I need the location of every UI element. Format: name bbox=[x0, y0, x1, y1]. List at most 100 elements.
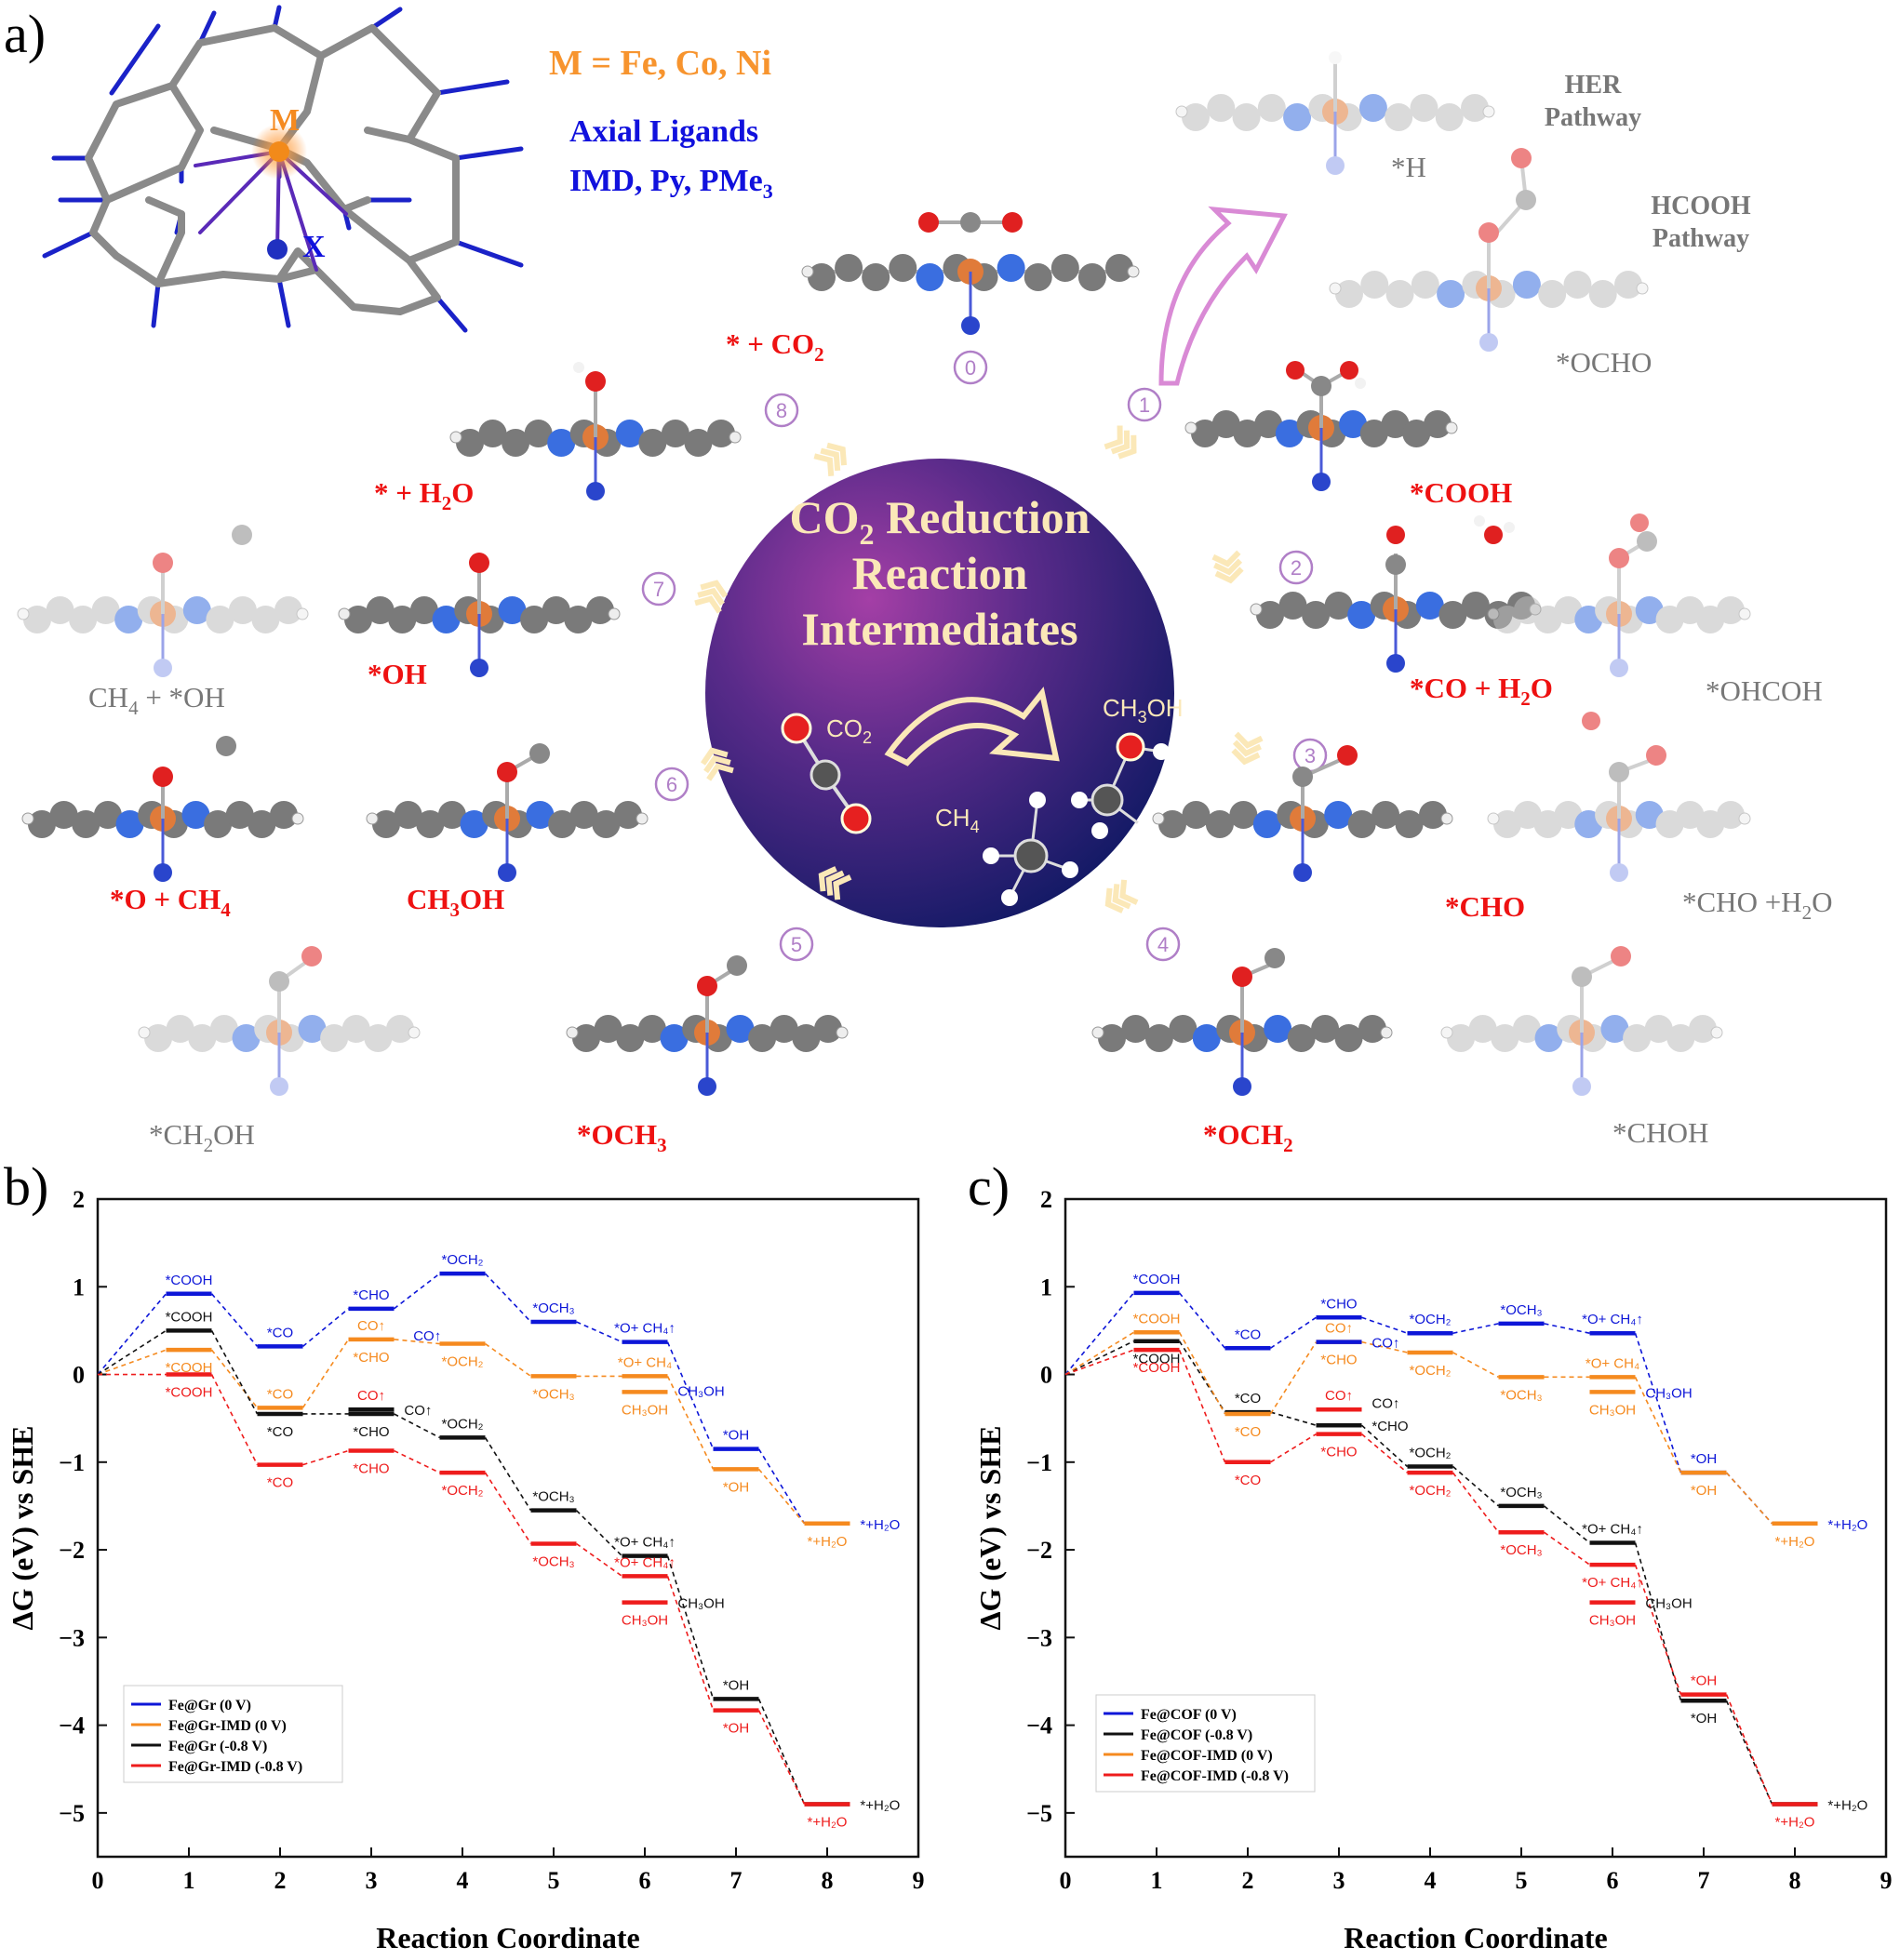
connector-2 bbox=[1178, 1331, 1226, 1415]
molecule-sketch bbox=[1152, 745, 1453, 882]
step-circle-6 bbox=[654, 767, 689, 802]
annotation-28: *OH bbox=[1691, 1711, 1717, 1727]
step-circle-1 bbox=[1127, 387, 1162, 422]
label-co2: * + CO2 bbox=[726, 327, 824, 366]
label-o-ch4: *O + CH4 bbox=[110, 883, 231, 921]
annotation-37: CH₃OH bbox=[1589, 1613, 1636, 1629]
y-axis-label: ΔG (eV) vs SHE bbox=[973, 1425, 1007, 1630]
annotation-9: *+H₂O bbox=[1827, 1517, 1867, 1533]
annotation-28: *OH bbox=[723, 1677, 749, 1693]
connector-2 bbox=[1178, 1292, 1226, 1349]
connector-2 bbox=[210, 1374, 259, 1465]
connector-7 bbox=[666, 1376, 715, 1470]
connector-5 bbox=[484, 1273, 532, 1323]
connector-1 bbox=[1064, 1349, 1134, 1376]
annotation-32: CO↑ bbox=[357, 1388, 385, 1404]
axial-ligands-title: Axial Ligands bbox=[569, 114, 758, 149]
x-tick-label-6: 6 bbox=[639, 1867, 651, 1894]
molecule-sketch bbox=[366, 743, 649, 882]
connector-8 bbox=[757, 1448, 806, 1525]
annotation-33: *CHO bbox=[353, 1461, 389, 1477]
molecule-sketch bbox=[1487, 712, 1751, 882]
x-tick-label-0: 0 bbox=[92, 1867, 104, 1894]
connector-2 bbox=[210, 1293, 259, 1347]
x-tick-label-9: 9 bbox=[913, 1867, 925, 1894]
connector-4 bbox=[394, 1413, 440, 1439]
label-choh: *CHOH bbox=[1612, 1116, 1708, 1149]
annotation-39: *+H₂O bbox=[1775, 1814, 1815, 1830]
annotation-6: *O+ CH₄↑ bbox=[614, 1321, 676, 1337]
step-number-6: 6 bbox=[666, 773, 677, 796]
label-ch2oh: *CH2OH bbox=[149, 1118, 255, 1156]
axial-x-label: X bbox=[302, 230, 326, 264]
annotation-0: *COOH bbox=[166, 1273, 213, 1288]
label-cho: *CHO bbox=[1445, 890, 1525, 923]
step-number-2: 2 bbox=[1291, 556, 1302, 580]
series-2 bbox=[97, 1328, 850, 1807]
panel-a-label: a) bbox=[4, 4, 46, 64]
annotation-16: *O+ CH₄ bbox=[1586, 1355, 1639, 1371]
legend: Fe@COF (0 V) Fe@COF (-0.8 V) Fe@COF-IMD (0… bbox=[1095, 1694, 1316, 1793]
step-number-4: 4 bbox=[1157, 933, 1169, 956]
step-circle-8 bbox=[764, 393, 799, 428]
annotation-3: CO↑ bbox=[1371, 1336, 1399, 1352]
x-tick-label-8: 8 bbox=[1789, 1867, 1801, 1894]
molecule-sketch bbox=[1487, 513, 1751, 677]
annotation-11: *CO bbox=[267, 1386, 293, 1402]
label-ch4-oh: CH4 + *OH bbox=[88, 681, 225, 719]
connector-6 bbox=[1543, 1505, 1591, 1544]
molecule-sketch bbox=[1091, 948, 1393, 1096]
connector-8 bbox=[757, 1468, 806, 1525]
step-number-7: 7 bbox=[653, 578, 664, 601]
annotation-35: *OCH₃ bbox=[532, 1553, 574, 1569]
connector-1 bbox=[97, 1329, 167, 1376]
connector-5 bbox=[484, 1436, 532, 1512]
annotation-3: CO↑ bbox=[413, 1328, 441, 1344]
molecule-sketch bbox=[566, 955, 849, 1096]
x-tick-label-4: 4 bbox=[1425, 1867, 1437, 1894]
label-ocho: *OCHO bbox=[1556, 346, 1652, 379]
annotation-20: *COOH bbox=[1133, 1352, 1181, 1367]
legend-entry-2: Fe@COF-IMD (0 V) bbox=[1141, 1748, 1273, 1764]
cycle-title-line1: CO2 Reduction bbox=[790, 491, 1090, 551]
x-tick-label-8: 8 bbox=[822, 1867, 834, 1894]
connector-2 bbox=[1178, 1349, 1226, 1463]
annotation-16: *O+ CH₄ bbox=[618, 1354, 672, 1370]
chevron-7 bbox=[694, 580, 728, 614]
x-tick-label-3: 3 bbox=[1333, 1867, 1345, 1894]
chevron-6 bbox=[701, 747, 734, 781]
connector-5 bbox=[1452, 1352, 1499, 1379]
annotation-24: *OCH₂ bbox=[442, 1416, 484, 1432]
connector-3 bbox=[301, 1308, 350, 1347]
connector-3 bbox=[1270, 1316, 1317, 1349]
series-3 bbox=[1064, 1347, 1818, 1807]
connector-8 bbox=[1725, 1700, 1773, 1805]
branch-arrow bbox=[1158, 206, 1288, 386]
x-tick-label-2: 2 bbox=[1242, 1867, 1254, 1894]
annotation-23: *CHO bbox=[1371, 1419, 1408, 1434]
annotation-5: *OCH₃ bbox=[532, 1300, 574, 1316]
annotation-26: *O+ CH₄↑ bbox=[614, 1535, 676, 1551]
molecule-sketch bbox=[1440, 946, 1723, 1096]
connector-2 bbox=[210, 1330, 259, 1415]
annotation-7: CH₃OH bbox=[677, 1384, 724, 1400]
connector-3 bbox=[1269, 1341, 1318, 1415]
annotation-11: *CO bbox=[1235, 1424, 1261, 1440]
connector-7 bbox=[666, 1576, 715, 1711]
connector-4 bbox=[1360, 1433, 1409, 1473]
x-axis-label: Reaction Coordinate bbox=[1344, 1921, 1608, 1954]
y-tick-label-5: −3 bbox=[59, 1624, 85, 1651]
label-hcooh-2: Pathway bbox=[1652, 224, 1749, 253]
annotation-2: *CHO bbox=[353, 1287, 389, 1303]
step-circle-5 bbox=[779, 927, 814, 962]
step-number-1: 1 bbox=[1139, 393, 1150, 417]
chart-b: 0 1 2 3 4 5 6 7 8 9 2 1 0 −1 −2 −3 −4 −5 Reaction Coordina… bbox=[6, 1186, 925, 1954]
y-tick-label-3: −1 bbox=[1026, 1449, 1052, 1476]
annotation-36: *O+ CH₄↑ bbox=[1582, 1575, 1643, 1591]
legend-entry-3: Fe@Gr-IMD (-0.8 V) bbox=[168, 1759, 302, 1775]
molecule-sketch bbox=[1250, 515, 1542, 673]
plot-frame bbox=[96, 1197, 920, 1859]
cycle-title-line2: Reaction bbox=[852, 547, 1028, 599]
x-axis-label: Reaction Coordinate bbox=[376, 1921, 640, 1954]
annotation-22: CO↑ bbox=[1371, 1396, 1399, 1412]
